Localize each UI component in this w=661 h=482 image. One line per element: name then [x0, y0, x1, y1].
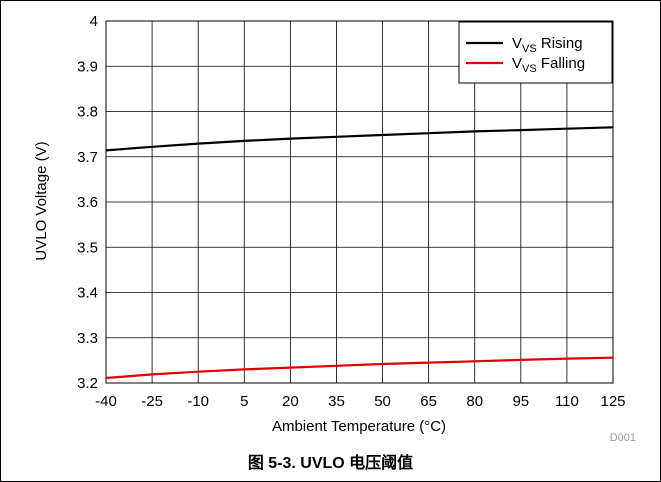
x-tick-label: -40 [95, 393, 117, 410]
legend-label: VVS Falling [512, 55, 585, 75]
x-tick-label: 5 [240, 393, 248, 410]
figure-caption: 图 5-3. UVLO 电压阈值 [247, 455, 414, 472]
figure-id: D001 [610, 432, 636, 444]
y-tick-label: 3.6 [77, 194, 98, 211]
legend-box [458, 21, 613, 84]
x-tick-label: 95 [512, 393, 529, 410]
x-tick-label: 35 [328, 393, 345, 410]
x-tick-label: -10 [187, 393, 209, 410]
series-line-vvs-falling [105, 356, 614, 380]
y-tick-label: 3.3 [77, 330, 98, 347]
y-tick-label: 3.5 [77, 239, 98, 256]
y-tick-label: 4 [90, 13, 98, 30]
x-tick-label: 110 [555, 393, 579, 410]
y-tick-label: 3.4 [77, 285, 98, 302]
x-tick-labels: -40 -25 -10 5 20 35 50 65 80 95 110 125 [95, 393, 625, 410]
y-tick-label: 3.9 [77, 58, 98, 75]
x-tick-label: 80 [466, 393, 483, 410]
x-tick-label: -25 [141, 393, 163, 410]
series-line-vvs-rising [105, 126, 614, 152]
x-tick-label: 20 [282, 393, 299, 410]
x-tick-label: 125 [600, 393, 625, 410]
y-tick-label: 3.2 [77, 375, 98, 392]
x-tick-label: 50 [374, 393, 391, 410]
series-layer [105, 126, 614, 380]
y-tick-label: 3.8 [77, 104, 98, 121]
y-tick-labels: 3.2 3.3 3.4 3.5 3.6 3.7 3.8 3.9 4 [77, 13, 98, 392]
y-tick-label: 3.7 [77, 149, 98, 166]
x-axis-label: Ambient Temperature (°C) [272, 418, 446, 435]
x-tick-label: 65 [420, 393, 437, 410]
legend-label: VVS Rising [512, 35, 583, 55]
y-axis-label: UVLO Voltage (V) [33, 141, 50, 260]
plot-border [105, 20, 614, 384]
